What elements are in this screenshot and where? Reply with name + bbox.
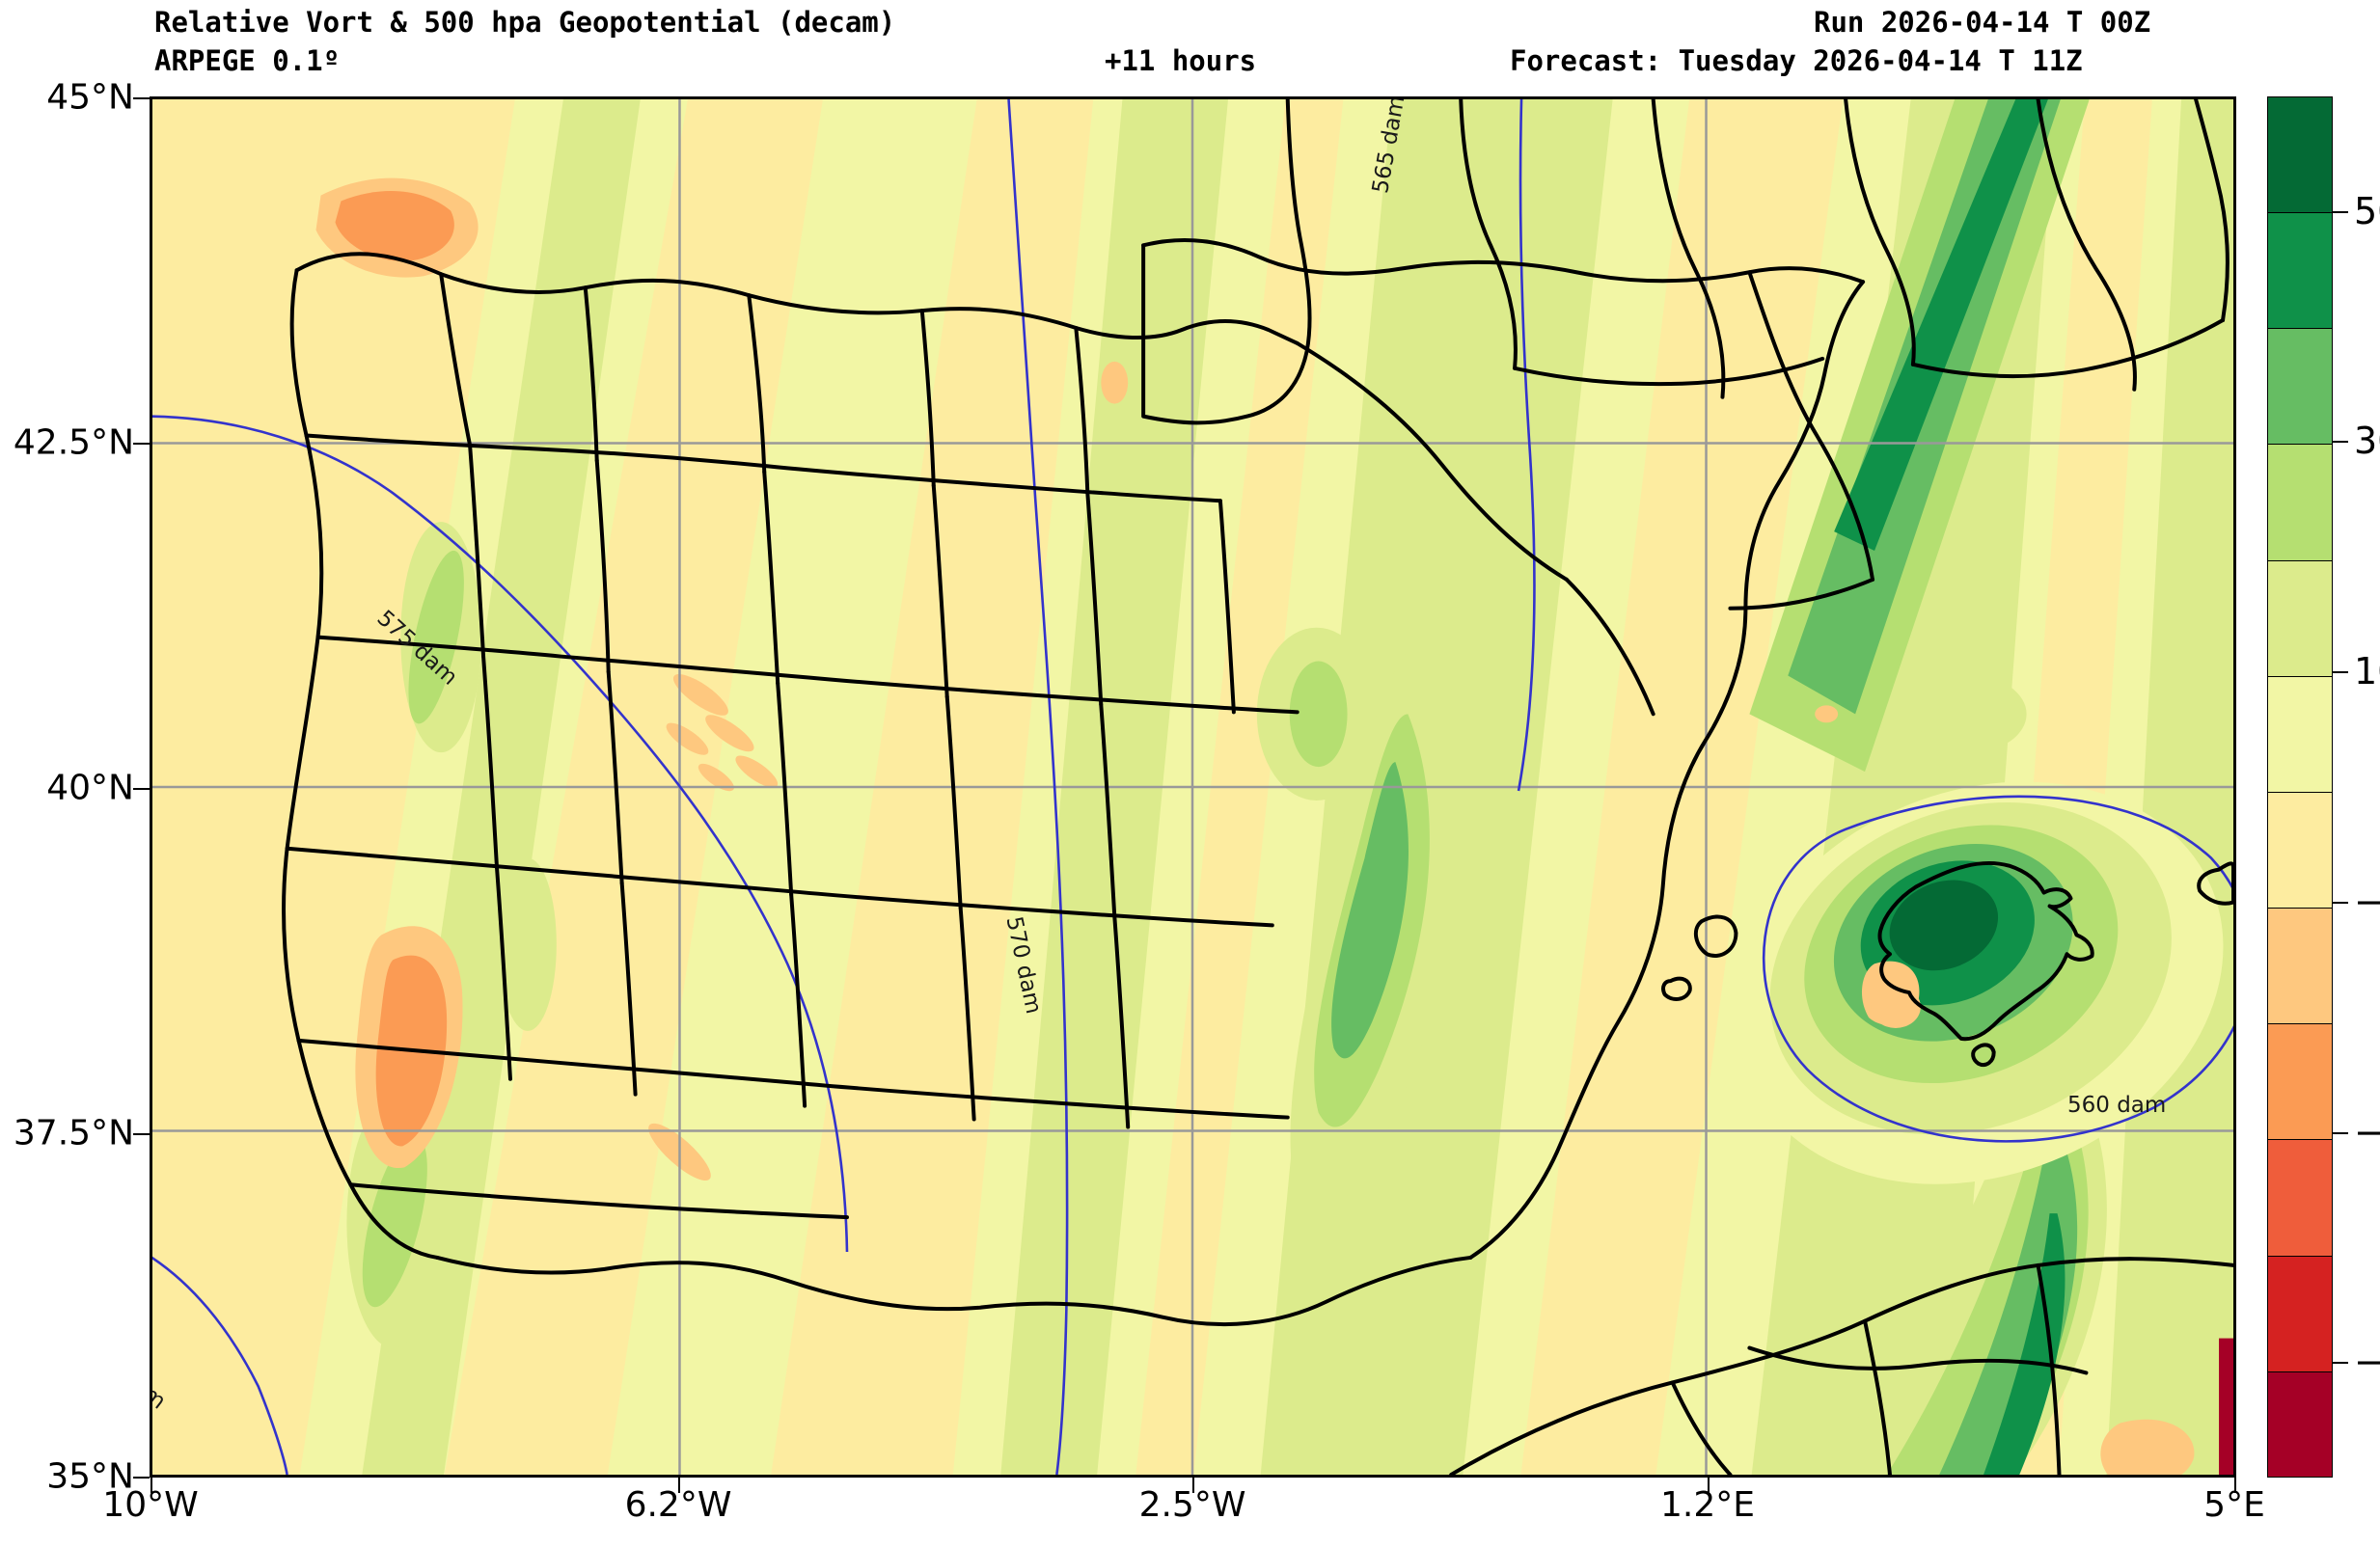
- x-tick-10W: [150, 1478, 152, 1493]
- x-axis-label-10W: 10°W: [102, 1485, 199, 1525]
- map-plot-area: 565 dam 575 dam 570 dam 560 dam 580 dam: [150, 96, 2236, 1478]
- geopotential-contours: [152, 99, 2233, 1475]
- colorbar-band-9: [2268, 1140, 2332, 1257]
- colorbar-band-10: [2268, 1256, 2332, 1372]
- colorbar-tick--30: [2333, 1132, 2348, 1134]
- x-axis-label-5E: 5°E: [2203, 1485, 2265, 1525]
- colorbar: [2267, 96, 2333, 1478]
- chart-header: Relative Vort & 500 hpa Geopotential (de…: [0, 0, 2380, 77]
- colorbar-label-30: 30: [2354, 420, 2380, 462]
- x-tick-1.2E: [1708, 1478, 1710, 1493]
- colorbar-band-3: [2268, 445, 2332, 561]
- colorbar-band-8: [2268, 1024, 2332, 1141]
- x-axis-label-1.2E: 1.2°E: [1660, 1485, 1755, 1525]
- y-axis-label-35: 35°N: [46, 1456, 134, 1497]
- colorbar-tick-30: [2333, 441, 2348, 443]
- x-axis-label-2.5W: 2.5°W: [1138, 1485, 1246, 1525]
- x-tick-5E: [2234, 1478, 2236, 1493]
- lead-time-label: +11 hours: [1105, 44, 1257, 77]
- colorbar-tick--10: [2333, 902, 2348, 904]
- x-axis-label-6.2W: 6.2°W: [624, 1485, 732, 1525]
- vorticity-green-blobs: [362, 550, 1348, 1308]
- y-tick-40: [133, 788, 150, 790]
- graticule: [152, 99, 2233, 1475]
- run-time-label: Run 2026-04-14 T 00Z: [1814, 6, 2151, 39]
- colorbar-label-50: 50: [2354, 190, 2380, 232]
- y-tick-42.5: [133, 443, 150, 445]
- y-tick-37.5: [133, 1133, 150, 1135]
- y-tick-35: [133, 1477, 150, 1479]
- colorbar-band-6: [2268, 792, 2332, 909]
- colorbar-band-0: [2268, 97, 2332, 214]
- coastline-and-borders: [282, 99, 2233, 1475]
- colorbar-label--30: −30: [2354, 1111, 2380, 1153]
- colorbar-tick-10: [2333, 671, 2348, 673]
- vorticity-band-algeria: [1820, 1098, 2107, 1475]
- colorbar-band-7: [2268, 909, 2332, 1025]
- vorticity-contour-map: [152, 99, 2233, 1475]
- colorbar-band-1: [2268, 213, 2332, 330]
- colorbar-tick-50: [2333, 211, 2348, 213]
- x-tick-6.2W: [678, 1478, 680, 1493]
- colorbar-label-10: 10: [2354, 650, 2380, 692]
- y-axis-label-40: 40°N: [46, 768, 134, 808]
- vorticity-band-ne-catalonia: [1749, 99, 2090, 773]
- page-title: Relative Vort & 500 hpa Geopotential (de…: [154, 6, 896, 39]
- colorbar-label--50: −50: [2354, 1341, 2380, 1383]
- colorbar-band-4: [2268, 560, 2332, 677]
- colorbar-label--10: −10: [2354, 881, 2380, 923]
- y-axis-label-45: 45°N: [46, 77, 134, 118]
- model-label: ARPEGE 0.1º: [154, 44, 341, 77]
- y-tick-45: [133, 97, 150, 99]
- colorbar-band-2: [2268, 329, 2332, 446]
- contour-label-560: 560 dam: [2067, 1093, 2167, 1118]
- y-axis-label-42.5: 42.5°N: [13, 422, 134, 463]
- x-tick-2.5W: [1192, 1478, 1194, 1493]
- colorbar-band-5: [2268, 676, 2332, 793]
- edge-strong-negative-strip: [2219, 1338, 2233, 1475]
- y-axis-label-37.5: 37.5°N: [13, 1113, 134, 1153]
- vorticity-band-valencia: [1290, 637, 1466, 1211]
- colorbar-band-11: [2268, 1371, 2332, 1477]
- colorbar-tick--50: [2333, 1362, 2348, 1364]
- forecast-time-label: Forecast: Tuesday 2026-04-14 T 11Z: [1510, 44, 2083, 77]
